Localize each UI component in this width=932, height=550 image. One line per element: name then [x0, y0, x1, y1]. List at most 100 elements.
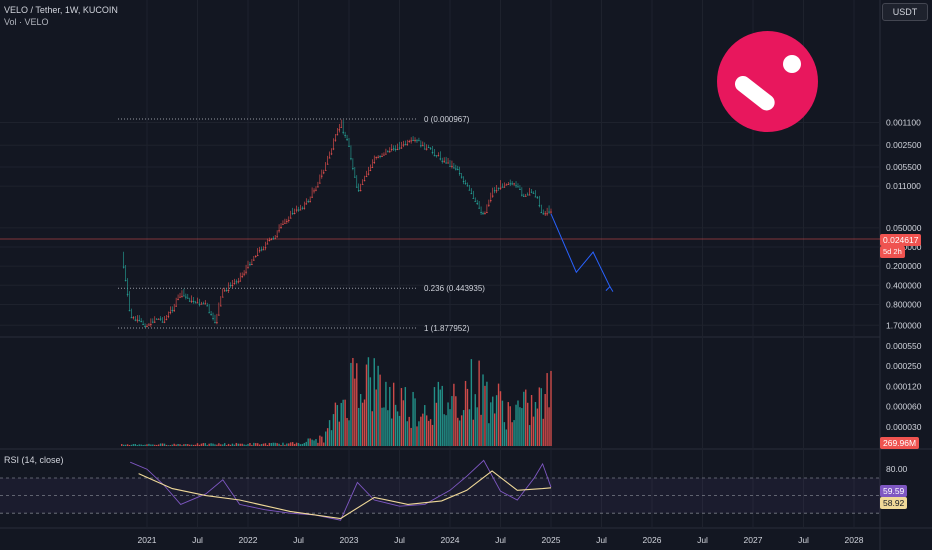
volume-bar	[202, 443, 205, 446]
candle-body	[289, 217, 292, 219]
x-tick-label: Jul	[798, 535, 809, 545]
volume-bar	[239, 443, 241, 446]
volume-bar	[315, 439, 317, 446]
volume-bar	[470, 359, 473, 446]
volume-bar	[324, 431, 327, 446]
candle-body	[455, 168, 457, 170]
volume-bar	[198, 444, 201, 446]
volume-bar	[416, 426, 418, 446]
volume-bar	[550, 370, 552, 446]
x-tick-label: Jul	[394, 535, 405, 545]
volume-bar	[523, 391, 525, 446]
candle-body	[284, 222, 286, 224]
candle-body	[348, 145, 350, 147]
volume-bar	[371, 411, 374, 446]
currency-selector[interactable]: USDT	[882, 3, 928, 21]
volume-bar	[264, 443, 267, 446]
candle-body	[381, 156, 383, 157]
volume-bar	[548, 407, 550, 446]
volume-bar	[307, 438, 309, 446]
volume-bar	[173, 443, 175, 446]
candle-body	[321, 175, 323, 177]
volume-bar	[528, 425, 531, 446]
candle-body	[433, 155, 436, 157]
x-tick-label: 2023	[340, 535, 359, 545]
candle-body	[309, 201, 311, 203]
candle-body	[431, 152, 434, 153]
volume-bar	[260, 444, 263, 446]
candle-body	[315, 189, 317, 191]
candle-body	[169, 311, 172, 313]
candle-body	[126, 293, 129, 295]
candle-body	[375, 156, 377, 158]
candle-body	[221, 296, 224, 298]
candle-body	[385, 153, 387, 155]
candle-body	[237, 281, 240, 283]
volume-bar	[214, 444, 216, 446]
volume-bar	[233, 444, 236, 446]
volume-bar	[212, 443, 214, 446]
volume-bar	[439, 389, 441, 446]
volume-bar	[138, 444, 140, 446]
candle-body	[474, 200, 477, 202]
candle-body	[165, 318, 168, 320]
volume-bar	[157, 444, 160, 446]
candle-body	[272, 238, 275, 240]
volume-bar	[385, 381, 387, 446]
x-tick-label: Jul	[697, 535, 708, 545]
volume-bar	[478, 360, 480, 446]
volume-bar	[381, 407, 383, 446]
candle-body	[377, 156, 379, 158]
volume-bar	[488, 423, 490, 446]
price-badge: 0.024617	[880, 234, 922, 246]
candle-body	[523, 195, 525, 197]
candle-body	[439, 158, 442, 160]
volume-bar	[356, 363, 358, 446]
volume-bar	[410, 427, 412, 446]
candle-body	[410, 140, 412, 142]
symbol-title: VELO / Tether, 1W, KUCOIN	[4, 5, 118, 15]
candle-body	[544, 213, 546, 215]
volume-bar	[497, 383, 500, 446]
candle-body	[188, 300, 191, 302]
volume-bar	[282, 442, 284, 446]
candle-body	[491, 195, 494, 197]
candle-body	[256, 255, 259, 257]
volume-bar	[270, 443, 273, 446]
candle-body	[346, 139, 348, 140]
candle-body	[429, 148, 432, 150]
candle-body	[251, 264, 253, 265]
candle-body	[387, 151, 389, 153]
volume-bar	[245, 444, 247, 446]
volume-bar	[152, 444, 154, 446]
volume-bar	[218, 443, 220, 446]
volume-bar	[222, 444, 224, 446]
candle-body	[163, 321, 166, 323]
volume-bar	[433, 387, 436, 446]
candle-body	[266, 243, 269, 245]
price-tick-label: 0.002500	[886, 140, 922, 150]
candle-body	[128, 310, 131, 312]
candle-body	[324, 169, 327, 171]
volume-bar	[495, 395, 498, 446]
candle-body	[301, 207, 304, 209]
volume-bar	[526, 402, 529, 446]
candle-body	[167, 315, 170, 317]
volume-bar	[437, 381, 440, 446]
candle-body	[260, 249, 263, 251]
candle-body	[173, 309, 175, 311]
candle-body	[406, 144, 409, 146]
volume-bar	[171, 444, 173, 446]
candle-body	[472, 197, 475, 199]
candle-body	[540, 212, 543, 214]
candle-body	[408, 141, 411, 142]
volume-bar	[457, 417, 459, 446]
candle-body	[519, 189, 521, 190]
candle-body	[528, 194, 531, 196]
candle-body	[363, 180, 366, 182]
candle-body	[122, 266, 125, 268]
candle-body	[340, 126, 343, 128]
volume-bar	[272, 442, 274, 446]
volume-bar	[334, 402, 337, 446]
